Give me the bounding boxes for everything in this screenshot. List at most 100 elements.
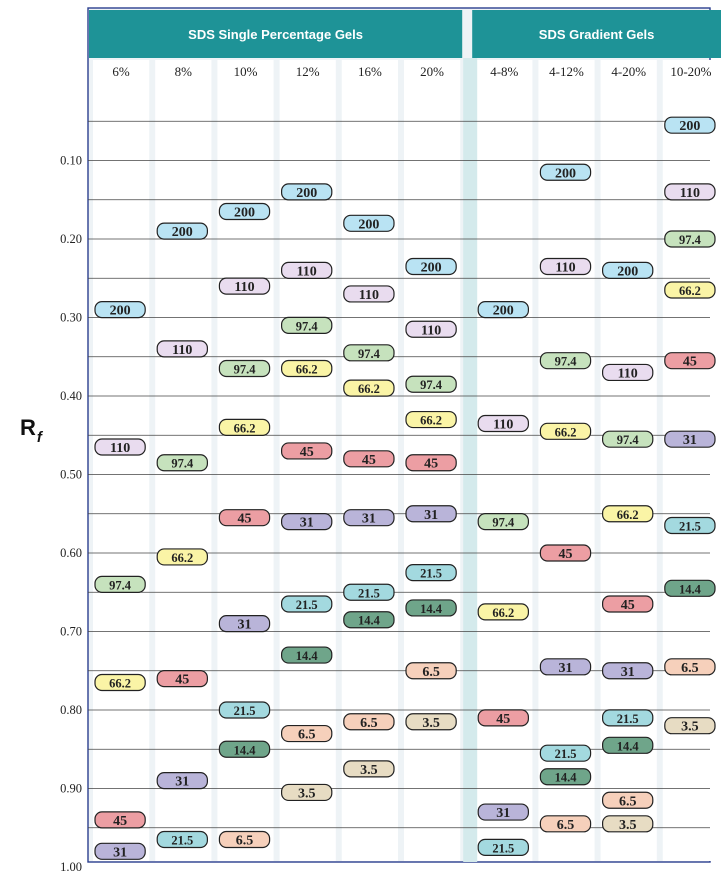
y-tick-label: 0.60 (60, 546, 82, 560)
band-label: 21.5 (234, 704, 256, 718)
band-marker (664, 116, 716, 134)
band-label: 200 (421, 260, 442, 275)
band-label: 31 (683, 433, 697, 448)
band-6pct-110: 110 (94, 438, 146, 456)
band-10-20pct-14-4: 14.4 (664, 579, 716, 597)
band-10-20pct-66-2: 66.2 (664, 281, 716, 299)
band-4-20pct-6-5: 6.5 (601, 791, 654, 809)
band-label: 66.2 (171, 551, 193, 565)
band-marker (405, 564, 457, 582)
band-marker (601, 662, 654, 680)
band-4-12pct-66-2: 66.2 (539, 422, 592, 440)
lane-4-8pct (476, 60, 533, 861)
band-8pct-31: 31 (156, 772, 208, 790)
band-label: 66.2 (109, 677, 131, 691)
band-label: 3.5 (360, 763, 378, 778)
band-marker (539, 815, 592, 833)
group-header-bar (89, 10, 463, 58)
band-marker (281, 442, 333, 460)
band-marker (405, 320, 457, 338)
band-label: 110 (297, 264, 317, 279)
band-label: 3.5 (619, 818, 637, 833)
band-label: 21.5 (171, 834, 193, 848)
band-12pct-3-5: 3.5 (281, 783, 333, 802)
band-marker (601, 791, 654, 809)
band-label: 14.4 (420, 602, 443, 616)
y-tick-label: 0.90 (60, 782, 82, 796)
lane-4-20pct (600, 60, 657, 861)
band-marker (405, 599, 457, 617)
band-label: 31 (621, 665, 635, 680)
band-10pct-31: 31 (218, 615, 271, 633)
band-marker (477, 414, 530, 433)
band-marker (281, 783, 333, 802)
band-marker (281, 512, 333, 531)
band-marker (664, 230, 716, 248)
band-label: 110 (234, 280, 254, 295)
band-label: 66.2 (296, 363, 318, 377)
band-marker (156, 222, 208, 240)
band-label: 21.5 (492, 841, 514, 855)
band-8pct-200: 200 (156, 222, 208, 240)
band-10pct-6-5: 6.5 (218, 830, 271, 849)
band-8pct-97-4: 97.4 (156, 454, 208, 472)
column-label-6pct: 6% (112, 64, 130, 79)
band-marker (281, 183, 333, 201)
band-label: 31 (113, 845, 127, 860)
group-header-label: SDS Single Percentage Gels (188, 27, 363, 42)
band-10-20pct-31: 31 (664, 430, 716, 448)
band-marker (218, 701, 271, 719)
band-marker (218, 277, 271, 295)
band-20pct-66-2: 66.2 (405, 410, 457, 429)
band-label: 97.4 (679, 233, 702, 247)
y-tick-label: 0.70 (60, 625, 82, 639)
band-marker (539, 352, 592, 370)
band-10pct-200: 200 (218, 202, 271, 221)
column-label-20pct: 20% (420, 64, 444, 79)
band-marker (218, 740, 271, 758)
band-label: 6.5 (236, 834, 254, 849)
band-marker (539, 422, 592, 440)
band-20pct-14-4: 14.4 (405, 599, 457, 617)
band-label: 66.2 (420, 414, 442, 428)
band-label: 14.4 (617, 739, 640, 753)
band-label: 45 (424, 457, 438, 472)
y-tick-label: 0.80 (60, 703, 82, 717)
band-4-8pct-45: 45 (477, 709, 530, 727)
band-label: 200 (617, 264, 638, 279)
band-16pct-21-5: 21.5 (343, 583, 395, 601)
band-marker (156, 454, 208, 472)
group-separator (463, 58, 478, 862)
band-4-8pct-97-4: 97.4 (477, 512, 530, 531)
band-20pct-45: 45 (405, 454, 457, 472)
band-marker (218, 202, 271, 221)
column-label-4-12pct: 4-12% (549, 64, 584, 79)
band-12pct-66-2: 66.2 (281, 359, 333, 378)
band-marker (94, 842, 146, 860)
band-4-8pct-21-5: 21.5 (477, 838, 530, 856)
band-20pct-31: 31 (405, 505, 457, 523)
band-label: 45 (113, 814, 127, 829)
band-label: 45 (683, 355, 697, 370)
band-4-12pct-21-5: 21.5 (539, 744, 592, 762)
band-label: 6.5 (619, 794, 637, 809)
band-marker (664, 658, 716, 676)
band-16pct-66-2: 66.2 (343, 379, 395, 397)
band-label: 200 (358, 217, 379, 232)
band-marker (343, 611, 395, 629)
band-marker (477, 512, 530, 531)
band-label: 31 (362, 512, 376, 527)
lane-10-20pct (662, 60, 719, 861)
y-tick-label: 0.30 (60, 311, 82, 325)
band-marker (281, 646, 333, 664)
band-label: 31 (424, 508, 438, 523)
band-label: 66.2 (555, 425, 577, 439)
band-label: 6.5 (298, 728, 316, 743)
band-marker (94, 811, 146, 829)
y-tick-label: 1.00 (60, 860, 82, 871)
band-4-12pct-110: 110 (539, 257, 592, 275)
band-label: 21.5 (617, 712, 639, 726)
band-marker (343, 450, 395, 468)
band-marker (405, 454, 457, 472)
lane-10pct (217, 60, 274, 861)
